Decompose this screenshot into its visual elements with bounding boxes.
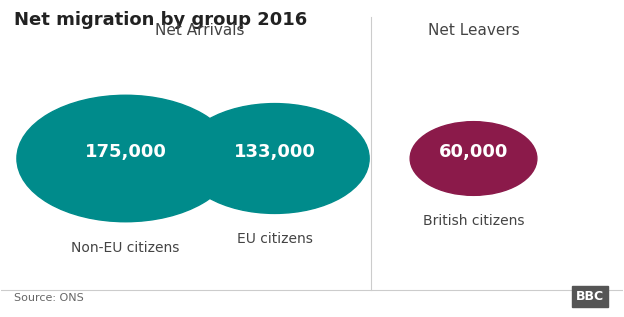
Ellipse shape bbox=[180, 104, 369, 213]
Ellipse shape bbox=[410, 122, 537, 195]
Text: 175,000: 175,000 bbox=[85, 143, 167, 161]
Text: Net Leavers: Net Leavers bbox=[427, 23, 519, 38]
Text: 60,000: 60,000 bbox=[439, 143, 508, 161]
Text: British citizens: British citizens bbox=[423, 214, 524, 228]
Text: Source: ONS: Source: ONS bbox=[14, 293, 84, 303]
Text: EU citizens: EU citizens bbox=[236, 232, 313, 246]
Text: Non-EU citizens: Non-EU citizens bbox=[71, 241, 180, 255]
Text: Net Arrivals: Net Arrivals bbox=[155, 23, 245, 38]
Text: BBC: BBC bbox=[576, 290, 604, 303]
Text: 133,000: 133,000 bbox=[234, 143, 316, 161]
Text: Net migration by group 2016: Net migration by group 2016 bbox=[14, 11, 307, 29]
Ellipse shape bbox=[17, 95, 235, 222]
